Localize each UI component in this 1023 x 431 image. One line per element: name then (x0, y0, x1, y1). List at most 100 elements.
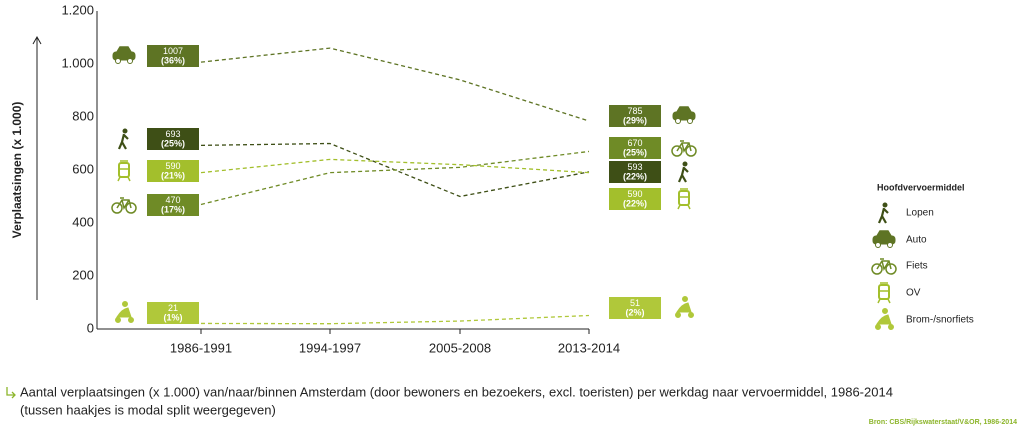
y-tick-label: 400 (72, 214, 94, 229)
y-tick-label: 1.000 (61, 55, 94, 70)
value-label: 693 (165, 129, 180, 139)
series-line (200, 47, 590, 122)
caption-arrow (6, 387, 16, 399)
icon-part (876, 314, 892, 325)
icon (877, 202, 889, 224)
value-box (609, 297, 661, 319)
legend-label: Fiets (906, 261, 928, 272)
icon-part (875, 324, 881, 330)
x-tick-label: 1994-1997 (299, 340, 361, 355)
y-tick-label: 1.200 (61, 2, 94, 17)
icon-part (117, 160, 131, 182)
icon (117, 160, 131, 182)
icon (112, 46, 136, 64)
value-label: 590 (627, 189, 642, 199)
share-label: (25%) (623, 147, 647, 157)
value-box (609, 188, 661, 210)
icon-part (128, 317, 134, 323)
icon-part (116, 197, 132, 210)
icon (111, 197, 137, 214)
icon-part (111, 202, 123, 214)
share-label: (25%) (161, 138, 185, 148)
value-label: 1007 (163, 46, 183, 56)
share-label: (1%) (163, 312, 182, 322)
value-box (609, 105, 661, 127)
y-tick-label: 600 (72, 161, 94, 176)
value-label: 21 (168, 303, 178, 313)
icon-part (677, 166, 689, 183)
icon-part (678, 190, 690, 206)
y-tick-label: 0 (87, 320, 94, 335)
icon-part (876, 258, 892, 271)
icon (671, 140, 697, 157)
icon-part (115, 58, 121, 64)
icon-part (688, 312, 694, 318)
icon (871, 258, 897, 275)
share-label: (22%) (623, 171, 647, 181)
x-tick-label: 2013-2014 (558, 340, 620, 355)
value-label: 470 (165, 195, 180, 205)
value-label: 670 (627, 138, 642, 148)
value-box (609, 137, 661, 159)
icon-part (876, 230, 892, 237)
y-tick-label: 200 (72, 267, 94, 282)
icon (677, 161, 689, 183)
icon-part (676, 106, 692, 113)
icon-part (125, 202, 137, 214)
icon-part (117, 133, 129, 150)
icon-part (882, 202, 888, 208)
icon (872, 230, 896, 248)
value-box (609, 161, 661, 183)
value-box (147, 45, 199, 67)
icon (115, 301, 134, 323)
share-label: (22%) (623, 198, 647, 208)
value-label: 593 (627, 162, 642, 172)
icon-part (116, 46, 132, 53)
y-axis-label: Verplaatsingen (x 1.000) (10, 102, 24, 239)
icon-part (685, 145, 697, 157)
legend-label: Brom-/snorfiets (906, 315, 974, 326)
icon-part (676, 140, 692, 153)
x-tick-label: 2005-2008 (429, 340, 491, 355)
icon (877, 282, 891, 304)
x-tick-label: 1986-1991 (170, 340, 232, 355)
icon-part (687, 118, 693, 124)
legend-label: Auto (906, 235, 927, 246)
share-label: (36%) (161, 55, 185, 65)
caption: Aantal verplaatsingen (x 1.000) van/naar… (20, 384, 893, 399)
value-label: 51 (630, 298, 640, 308)
icon (117, 128, 129, 150)
icon (672, 106, 696, 124)
value-label: 590 (165, 161, 180, 171)
legend-label: Lopen (906, 208, 934, 219)
y-arrow-head (32, 35, 42, 45)
icon-part (675, 312, 681, 318)
legend-label: OV (906, 288, 921, 299)
caption-note: (tussen haakjes is modal split weergegev… (20, 402, 276, 417)
legend-title: Hoofdvervoermiddel (877, 182, 965, 192)
icon (677, 188, 691, 210)
y-tick-label: 800 (72, 108, 94, 123)
share-label: (17%) (161, 204, 185, 214)
icon (875, 308, 894, 330)
icon-part (115, 317, 121, 323)
icon-part (882, 308, 888, 314)
icon-part (885, 263, 897, 275)
icon-part (875, 242, 881, 248)
icon-part (682, 296, 688, 302)
icon-part (676, 302, 692, 313)
icon (675, 296, 694, 318)
value-box (147, 160, 199, 182)
series-line (200, 158, 590, 174)
icon-part (871, 263, 883, 275)
icon-part (887, 242, 893, 248)
icon-part (682, 161, 688, 167)
icon-part (677, 188, 691, 210)
share-label: (2%) (625, 307, 644, 317)
icon-part (118, 162, 130, 178)
share-label: (21%) (161, 170, 185, 180)
icon-part (878, 284, 890, 300)
icon-part (122, 128, 128, 134)
icon-part (675, 118, 681, 124)
